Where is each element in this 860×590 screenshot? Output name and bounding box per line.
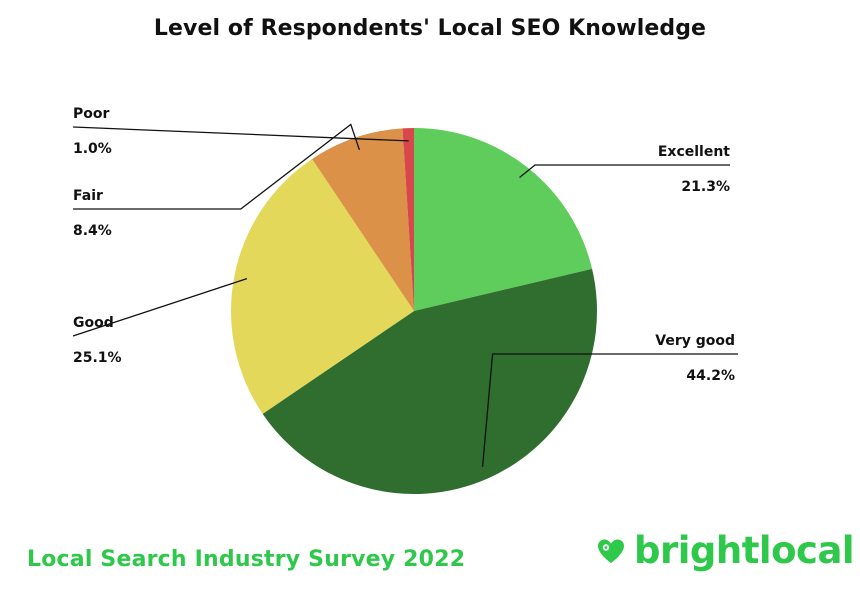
slice-value-poor: 1.0% [73,141,112,157]
location-heart-icon [598,539,624,563]
pie-slice-very-good [262,268,597,494]
leader-lines [72,123,738,467]
leader-line-poor [72,126,409,142]
slice-label-good: Good [73,315,114,331]
chart-title: Level of Respondents' Local SEO Knowledg… [153,16,707,41]
pie-slice-poor [402,128,414,311]
pie-slices [231,128,597,494]
pie-slice-excellent [414,128,593,311]
slice-label-poor: Poor [73,106,109,122]
slice-labels: Excellent 21.3% Very good 44.2% Good 25.1% Fai… [73,106,735,384]
slice-value-very-good: 44.2% [686,368,735,384]
slice-label-excellent: Excellent [658,144,730,160]
pie-slice-good [231,159,414,414]
brand-name: brightlocal [634,529,855,572]
slice-value-good: 25.1% [73,350,122,366]
survey-label: Local Search Industry Survey 2022 [27,547,466,572]
slice-label-very-good: Very good [655,333,735,349]
pie-slice-fair [312,128,414,311]
slice-value-excellent: 21.3% [681,179,730,195]
leader-line-very-good [481,353,738,467]
leader-line-excellent [519,164,730,179]
slice-value-fair: 8.4% [73,223,112,239]
leader-line-fair [73,123,360,210]
brand-logo: brightlocal [596,529,855,572]
leader-line-good [72,277,248,337]
slice-label-fair: Fair [73,188,103,204]
